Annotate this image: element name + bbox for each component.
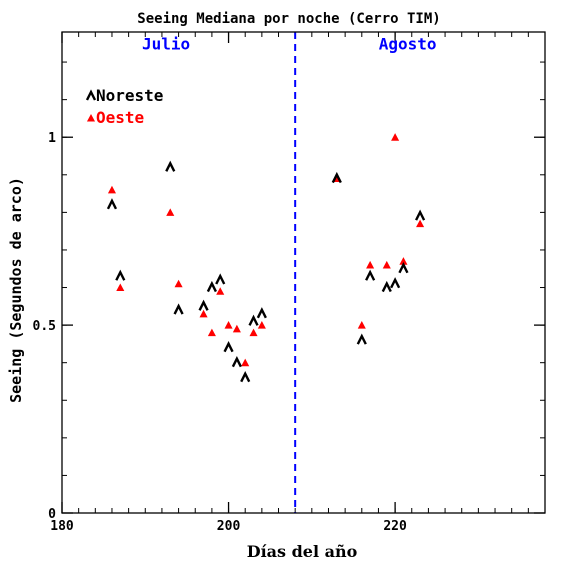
point-oeste — [249, 328, 258, 337]
legend: Noreste Oeste — [85, 86, 163, 127]
point-noreste — [240, 371, 251, 383]
point-oeste — [241, 358, 250, 367]
x-tick-label: 180 — [50, 519, 74, 534]
point-noreste — [390, 277, 401, 289]
point-noreste — [223, 340, 234, 353]
point-noreste — [381, 280, 392, 293]
point-oeste — [216, 287, 225, 295]
point-oeste — [391, 133, 400, 141]
legend-marker-noreste — [85, 89, 97, 101]
plot-frame — [61, 31, 546, 514]
point-oeste — [416, 219, 425, 228]
point-oeste — [174, 279, 183, 288]
point-oeste — [382, 260, 391, 269]
y-tick-label: 0 — [48, 507, 56, 522]
point-noreste — [248, 314, 259, 326]
point-noreste — [115, 269, 126, 281]
point-noreste — [106, 198, 118, 210]
point-oeste — [199, 309, 208, 318]
point-oeste — [366, 260, 375, 269]
point-noreste — [173, 303, 184, 315]
point-noreste — [356, 333, 367, 345]
data-points — [106, 133, 426, 383]
y-axis-label: Seeing (Segundos de arco) — [7, 177, 25, 403]
point-oeste — [232, 324, 241, 333]
x-tick-label: 200 — [217, 519, 241, 534]
legend-label-oeste: Oeste — [96, 108, 144, 127]
x-tick-label: 220 — [383, 519, 407, 534]
point-noreste — [198, 299, 209, 311]
y-tick-labels: 00.51 — [33, 131, 57, 522]
point-noreste — [365, 269, 376, 281]
annotation-agosto: Agosto — [379, 34, 437, 53]
point-noreste — [215, 273, 226, 285]
point-oeste — [116, 283, 125, 292]
point-noreste — [415, 209, 426, 221]
legend-label-noreste: Noreste — [96, 86, 163, 105]
legend-marker-oeste — [86, 113, 96, 122]
y-tick-label: 1 — [48, 131, 56, 146]
y-tick-label: 0.5 — [33, 319, 56, 334]
point-oeste — [166, 208, 175, 216]
point-oeste — [224, 321, 233, 329]
point-oeste — [207, 328, 216, 337]
month-annotations: Julio Agosto — [142, 34, 436, 53]
point-noreste — [231, 356, 242, 368]
x-axis-label: Días del año — [247, 542, 358, 561]
point-noreste — [256, 307, 267, 319]
point-oeste — [107, 185, 116, 194]
x-tick-labels: 180 200 220 — [50, 519, 407, 534]
point-oeste — [257, 321, 266, 329]
point-noreste — [398, 262, 409, 274]
point-noreste — [331, 171, 342, 184]
point-noreste — [165, 160, 176, 172]
chart-title: Seeing Mediana por noche (Cerro TIM) — [137, 11, 440, 27]
point-noreste — [206, 280, 217, 293]
annotation-julio: Julio — [142, 34, 190, 53]
point-oeste — [357, 321, 366, 329]
